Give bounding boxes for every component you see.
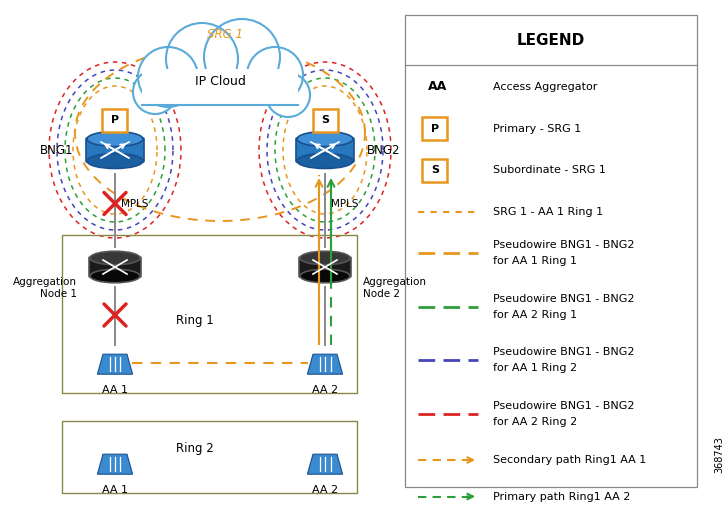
Text: Access Aggregator: Access Aggregator xyxy=(493,82,597,92)
Text: Aggregation
Node 2: Aggregation Node 2 xyxy=(363,277,427,298)
Polygon shape xyxy=(97,354,133,374)
Text: AA 1: AA 1 xyxy=(102,485,128,495)
FancyBboxPatch shape xyxy=(423,117,447,140)
Circle shape xyxy=(266,73,310,117)
Ellipse shape xyxy=(300,251,350,265)
Text: Ring 2: Ring 2 xyxy=(176,442,214,455)
Polygon shape xyxy=(307,354,343,374)
Bar xyxy=(405,15,697,487)
Text: Ring 1: Ring 1 xyxy=(176,314,214,327)
Bar xyxy=(142,69,298,104)
Ellipse shape xyxy=(90,269,140,283)
Text: Pseudowire BNG1 - BNG2: Pseudowire BNG1 - BNG2 xyxy=(493,347,634,357)
Text: AA 2: AA 2 xyxy=(312,385,338,395)
Text: Pseudowire BNG1 - BNG2: Pseudowire BNG1 - BNG2 xyxy=(493,293,634,304)
Text: for AA 1 Ring 1: for AA 1 Ring 1 xyxy=(493,256,577,266)
Text: SRG 1 - AA 1 Ring 1: SRG 1 - AA 1 Ring 1 xyxy=(493,207,603,217)
FancyBboxPatch shape xyxy=(299,257,351,277)
Text: Secondary path Ring1 AA 1: Secondary path Ring1 AA 1 xyxy=(493,455,646,465)
Ellipse shape xyxy=(297,131,353,146)
Text: IP Cloud: IP Cloud xyxy=(194,75,246,87)
Bar xyxy=(143,75,297,105)
Text: BNG2: BNG2 xyxy=(367,143,400,157)
Text: AA 1: AA 1 xyxy=(102,385,128,395)
Text: MPLS: MPLS xyxy=(331,198,358,209)
Circle shape xyxy=(133,70,177,114)
Text: AA: AA xyxy=(428,80,447,93)
Text: Aggregation
Node 1: Aggregation Node 1 xyxy=(13,277,77,298)
Text: AA 2: AA 2 xyxy=(312,485,338,495)
Text: for AA 2 Ring 2: for AA 2 Ring 2 xyxy=(493,417,577,427)
Circle shape xyxy=(138,47,198,107)
Text: MPLS: MPLS xyxy=(121,198,149,209)
Circle shape xyxy=(247,47,303,103)
Text: Pseudowire BNG1 - BNG2: Pseudowire BNG1 - BNG2 xyxy=(493,400,634,411)
Polygon shape xyxy=(307,454,343,474)
Ellipse shape xyxy=(143,48,297,110)
FancyBboxPatch shape xyxy=(89,257,141,277)
Ellipse shape xyxy=(90,251,140,265)
Text: for AA 1 Ring 2: for AA 1 Ring 2 xyxy=(493,363,577,373)
Text: for AA 2 Ring 1: for AA 2 Ring 1 xyxy=(493,310,577,320)
Text: Primary - SRG 1: Primary - SRG 1 xyxy=(493,124,581,133)
Bar xyxy=(62,235,357,393)
Text: Pseudowire BNG1 - BNG2: Pseudowire BNG1 - BNG2 xyxy=(493,240,634,250)
Text: P: P xyxy=(431,124,439,133)
FancyBboxPatch shape xyxy=(296,138,354,162)
Circle shape xyxy=(166,23,238,95)
Ellipse shape xyxy=(297,154,353,169)
Text: Primary path Ring1 AA 2: Primary path Ring1 AA 2 xyxy=(493,491,630,501)
Text: P: P xyxy=(111,115,119,125)
Text: 368743: 368743 xyxy=(714,436,724,474)
FancyBboxPatch shape xyxy=(102,109,128,131)
Circle shape xyxy=(204,19,280,95)
Polygon shape xyxy=(97,454,133,474)
Text: LEGEND: LEGEND xyxy=(517,32,585,47)
Ellipse shape xyxy=(87,154,143,169)
Ellipse shape xyxy=(87,131,143,146)
Bar xyxy=(62,421,357,493)
Text: BNG1: BNG1 xyxy=(39,143,73,157)
Text: S: S xyxy=(431,165,439,175)
Text: S: S xyxy=(321,115,329,125)
Text: SRG 1: SRG 1 xyxy=(207,28,243,41)
Text: Subordinate - SRG 1: Subordinate - SRG 1 xyxy=(493,165,606,175)
FancyBboxPatch shape xyxy=(86,138,144,162)
FancyBboxPatch shape xyxy=(423,159,447,181)
FancyBboxPatch shape xyxy=(312,109,338,131)
Ellipse shape xyxy=(300,269,350,283)
